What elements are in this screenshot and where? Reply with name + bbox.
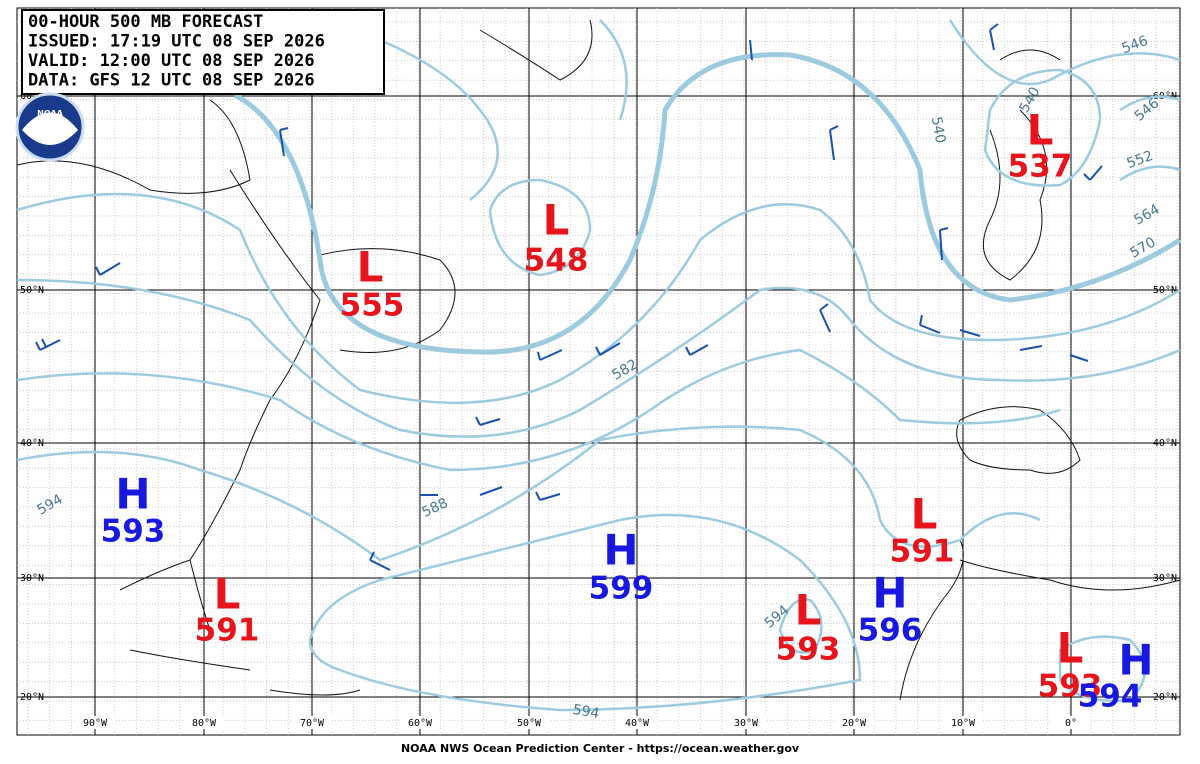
center-value: 548	[524, 243, 589, 279]
lon-label: 90°W	[83, 718, 108, 729]
lon-label-bg	[1051, 716, 1091, 729]
lat-label: 50°N	[20, 285, 44, 296]
lat-label: 20°N	[20, 692, 44, 703]
center-letter: L	[214, 570, 241, 619]
center-value: 593	[776, 632, 841, 668]
center-letter: L	[357, 243, 384, 292]
contour-label: 540	[928, 115, 948, 144]
lon-label-bg	[184, 716, 224, 729]
lon-label-bg	[834, 716, 874, 729]
lat-label: 30°N	[20, 573, 44, 584]
lon-label: 0°	[1065, 718, 1077, 729]
center-letter: H	[872, 569, 907, 618]
center-letter: H	[115, 470, 150, 519]
lon-label-bg	[509, 716, 549, 729]
lon-label: 70°W	[300, 718, 325, 729]
center-value: 593	[1038, 669, 1103, 705]
center-value: 594	[1078, 679, 1143, 715]
lon-label-bg	[726, 716, 766, 729]
lon-label-bg	[400, 716, 440, 729]
center-letter: L	[543, 196, 570, 245]
lon-label-bg	[943, 716, 983, 729]
lon-label-bg	[617, 716, 657, 729]
lon-label: 50°W	[517, 718, 542, 729]
lon-label: 80°W	[192, 718, 217, 729]
center-letter: H	[603, 526, 638, 575]
center-letter: H	[1118, 636, 1153, 685]
header-line: DATA: GFS 12 UTC 08 SEP 2026	[28, 71, 315, 91]
lon-label: 20°W	[842, 718, 867, 729]
footer: NOAA NWS Ocean Prediction Center - https…	[401, 742, 800, 755]
lat-label: 40°N	[1153, 438, 1177, 449]
lat-label: 40°N	[20, 438, 44, 449]
center-value: 537	[1008, 149, 1073, 185]
center-letter: L	[911, 490, 938, 539]
lat-label: 50°N	[1153, 285, 1177, 296]
center-value: 555	[340, 288, 405, 324]
center-letter: L	[795, 586, 822, 635]
lon-label-bg	[292, 716, 332, 729]
center-value: 596	[858, 613, 923, 649]
noaa-logo: NOAA	[15, 92, 85, 162]
lat-label: 60°N	[20, 91, 44, 102]
center-letter: L	[1027, 106, 1054, 155]
header-line: 00-HOUR 500 MB FORECAST	[28, 12, 263, 32]
header-box	[21, 9, 385, 95]
lat-label: 20°N	[1153, 692, 1177, 703]
coastlines	[16, 19, 1181, 701]
center-value: 599	[589, 571, 654, 607]
center-value: 593	[101, 514, 166, 550]
contour-label: 594	[571, 702, 600, 722]
header-line: ISSUED: 17:19 UTC 08 SEP 2026	[28, 32, 325, 52]
lon-label: 40°W	[625, 718, 650, 729]
center-value: 591	[195, 613, 260, 649]
header-line: VALID: 12:00 UTC 08 SEP 2026	[28, 51, 315, 71]
lat-label: 30°N	[1153, 573, 1177, 584]
logo-text: NOAA	[37, 109, 63, 118]
height-contours	[16, 19, 1182, 712]
lon-label-bg	[75, 716, 115, 729]
center-value: 591	[890, 534, 955, 570]
lon-label: 30°W	[734, 718, 759, 729]
center-letter: L	[1057, 624, 1084, 673]
lon-label: 60°W	[408, 718, 433, 729]
lon-label: 10°W	[951, 718, 976, 729]
wind-barbs	[35, 23, 1103, 571]
